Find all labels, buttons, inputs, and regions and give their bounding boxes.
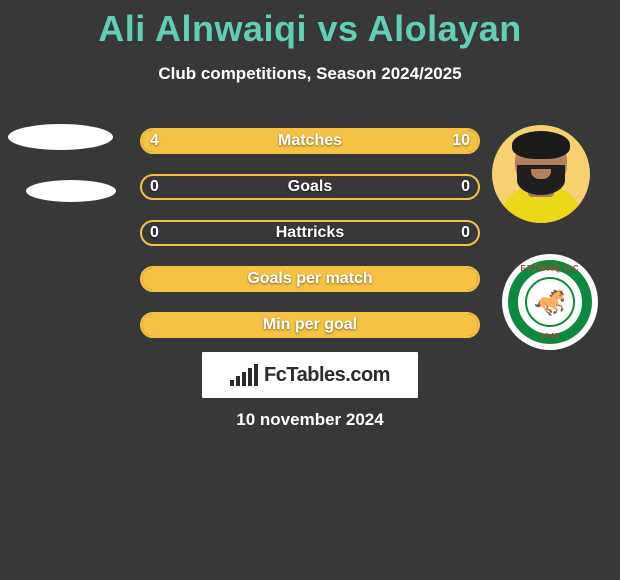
right-club-badge: ETTIFAQ F.C 🐎 1945 xyxy=(502,254,598,350)
bar-row: Min per goal xyxy=(140,302,480,348)
bar-row: Goals00 xyxy=(140,164,480,210)
bar-row: Hattricks00 xyxy=(140,210,480,256)
comparison-chart: Matches410Goals00Hattricks00Goals per ma… xyxy=(140,118,480,348)
badge-text-top: ETTIFAQ F.C xyxy=(521,264,580,273)
bar-track xyxy=(140,174,480,200)
horse-icon: 🐎 xyxy=(534,289,566,315)
bar-track xyxy=(140,220,480,246)
bar-track xyxy=(140,128,480,154)
fctables-logo: FcTables.com xyxy=(202,352,418,398)
right-player-avatar xyxy=(492,125,590,223)
page-subtitle: Club competitions, Season 2024/2025 xyxy=(0,64,620,84)
bar-track xyxy=(140,312,480,338)
bar-track xyxy=(140,266,480,292)
bar-row: Goals per match xyxy=(140,256,480,302)
badge-text-bottom: 1945 xyxy=(540,333,560,340)
logo-text: FcTables.com xyxy=(264,364,390,387)
page-title: Ali Alnwaiqi vs Alolayan xyxy=(0,0,620,50)
left-badge-placeholder xyxy=(26,180,116,202)
bar-chart-icon xyxy=(230,364,258,386)
date-label: 10 november 2024 xyxy=(0,410,620,430)
bar-row: Matches410 xyxy=(140,118,480,164)
left-avatar-placeholder xyxy=(8,124,113,150)
